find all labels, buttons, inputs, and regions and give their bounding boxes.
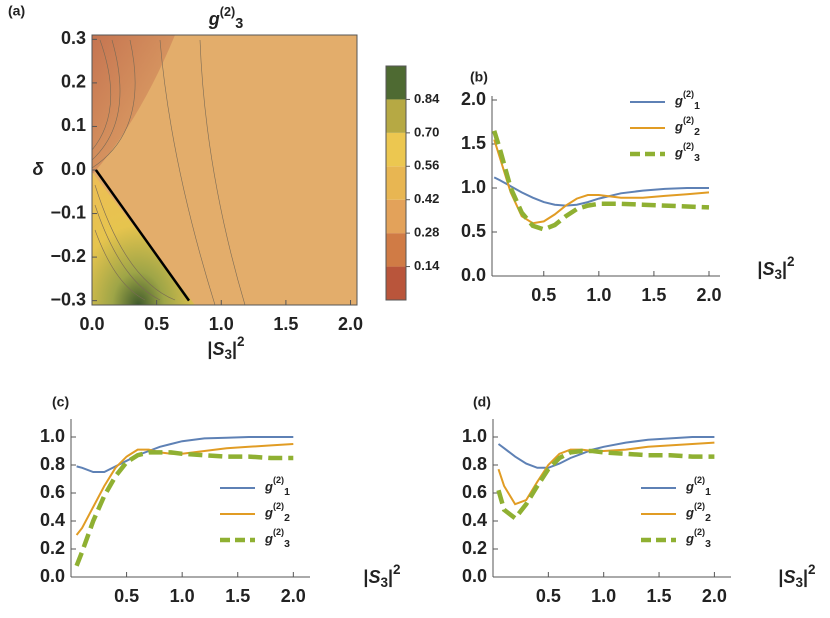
- legend-label: g(2)1: [674, 89, 700, 111]
- legend-label: g(2)3: [685, 527, 711, 549]
- y-tick-label: 0.1: [61, 115, 86, 135]
- y-tick-label: 0.0: [40, 566, 65, 586]
- x-tick-label: 1.0: [170, 586, 195, 606]
- colorbar-band: [386, 233, 406, 267]
- colorbar-band: [386, 66, 406, 100]
- colorbar-tick-label: 0.84: [414, 91, 440, 106]
- x-axis-label: |S3|2: [207, 334, 244, 362]
- x-tick-label: 1.0: [209, 314, 234, 334]
- y-tick-label: 0.8: [462, 454, 487, 474]
- x-tick-label: 2.0: [702, 586, 727, 606]
- y-tick-label: 1.5: [461, 133, 486, 153]
- y-tick-label: 0.4: [40, 510, 65, 530]
- series-line: [492, 130, 710, 232]
- legend-label: g(2)1: [264, 475, 290, 497]
- y-tick-label: 0.6: [40, 482, 65, 502]
- colorbar-tick-label: 0.14: [414, 258, 440, 273]
- series-line: [493, 176, 709, 207]
- series-line: [497, 436, 715, 469]
- legend-label: g(2)2: [264, 501, 290, 523]
- y-tick-label: 2.0: [461, 89, 486, 109]
- y-tick-label: 0.3: [61, 28, 86, 48]
- legend-label: g(2)2: [674, 115, 700, 137]
- colorbar-band: [386, 199, 406, 234]
- legend-label: g(2)3: [674, 141, 700, 163]
- y-tick-label: 0.6: [462, 482, 487, 502]
- series-line: [496, 448, 715, 522]
- x-tick-label: 2.0: [696, 285, 721, 305]
- legend-label: g(2)3: [264, 527, 290, 549]
- x-tick-label: 1.5: [273, 314, 298, 334]
- y-tick-label: 0.2: [40, 538, 65, 558]
- series-line: [74, 450, 294, 567]
- colorbar-band: [386, 132, 406, 167]
- x-tick-label: 1.5: [641, 285, 666, 305]
- y-tick-label: 1.0: [40, 426, 65, 446]
- y-tick-label: −0.2: [50, 246, 86, 266]
- x-axis-label: |S3|2: [778, 562, 815, 590]
- colorbar-tick-label: 0.56: [414, 158, 439, 173]
- y-tick-label: 0.2: [61, 72, 86, 92]
- x-tick-label: 0.5: [536, 586, 561, 606]
- panel-label: (d): [473, 394, 491, 410]
- contour-lines: [92, 39, 246, 305]
- colorbar-frame: [385, 65, 407, 301]
- x-tick-label: 0.5: [114, 586, 139, 606]
- panel-label: (c): [52, 394, 69, 410]
- y-tick-label: −0.1: [50, 202, 86, 222]
- x-tick-label: 1.0: [591, 586, 616, 606]
- colorbar-band: [386, 266, 406, 300]
- panel-label: (a): [8, 3, 25, 19]
- series-line: [94, 169, 191, 302]
- x-tick-label: 0.0: [79, 314, 104, 334]
- colorbar-tick-label: 0.28: [414, 225, 439, 240]
- x-tick-label: 0.5: [531, 285, 556, 305]
- legend-label: g(2)2: [685, 501, 711, 523]
- x-axis-label: |S3|2: [363, 562, 400, 590]
- y-tick-label: 0.8: [40, 454, 65, 474]
- y-tick-label: 0.2: [462, 538, 487, 558]
- x-tick-label: 1.5: [225, 586, 250, 606]
- y-tick-label: 0.5: [461, 221, 486, 241]
- x-tick-label: 0.5: [144, 314, 169, 334]
- chart-title: g(2)3: [208, 5, 243, 31]
- y-axis-label: δ: [33, 159, 45, 179]
- x-tick-label: 2.0: [281, 586, 306, 606]
- series-line: [76, 436, 294, 473]
- y-tick-label: 0.4: [462, 510, 487, 530]
- y-tick-label: −0.3: [50, 289, 86, 309]
- x-tick-label: 2.0: [338, 314, 363, 334]
- y-tick-label: 0.0: [61, 159, 86, 179]
- colorbar-band: [386, 166, 406, 200]
- panel-label: (b): [470, 69, 488, 85]
- y-tick-label: 0.0: [461, 265, 486, 285]
- y-tick-label: 1.0: [462, 426, 487, 446]
- y-tick-label: 0.0: [462, 566, 487, 586]
- colorbar-tick-label: 0.42: [414, 191, 439, 206]
- y-tick-label: 1.0: [461, 177, 486, 197]
- x-axis-label: |S3|2: [757, 254, 794, 282]
- contour-field: [92, 35, 357, 305]
- colorbar-tick-label: 0.70: [414, 124, 439, 139]
- x-tick-label: 1.5: [647, 586, 672, 606]
- series-line: [493, 139, 710, 225]
- colorbar-band: [386, 99, 406, 133]
- x-tick-label: 1.0: [586, 285, 611, 305]
- legend-label: g(2)1: [685, 475, 711, 497]
